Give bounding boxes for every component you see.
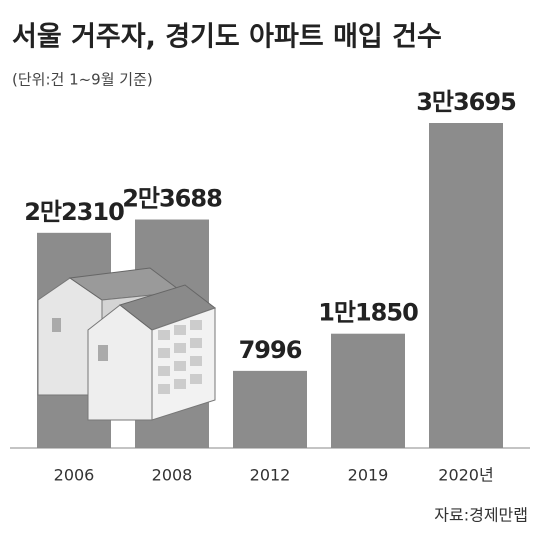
x-tick-label: 2020년	[438, 466, 493, 485]
chart-subtitle: (단위:건 1~9월 기준)	[12, 71, 153, 89]
value-label: 3만3695	[416, 88, 516, 116]
value-label: 2만2310	[24, 198, 124, 226]
value-label: 1만1850	[318, 299, 418, 327]
source: 자료:경제만랩	[434, 506, 528, 525]
x-tick-label: 2012	[250, 466, 291, 485]
bar	[233, 370, 307, 448]
value-label: 7996	[239, 336, 302, 364]
bar	[331, 333, 405, 448]
chart-title: 서울 거주자, 경기도 아파트 매입 건수	[12, 22, 442, 53]
bar	[429, 123, 503, 448]
building-illustration	[37, 267, 217, 421]
value-label: 2만3688	[122, 185, 222, 213]
x-tick-label: 2006	[54, 466, 95, 485]
x-tick-label: 2019	[348, 466, 389, 485]
x-tick-label: 2008	[152, 466, 193, 485]
